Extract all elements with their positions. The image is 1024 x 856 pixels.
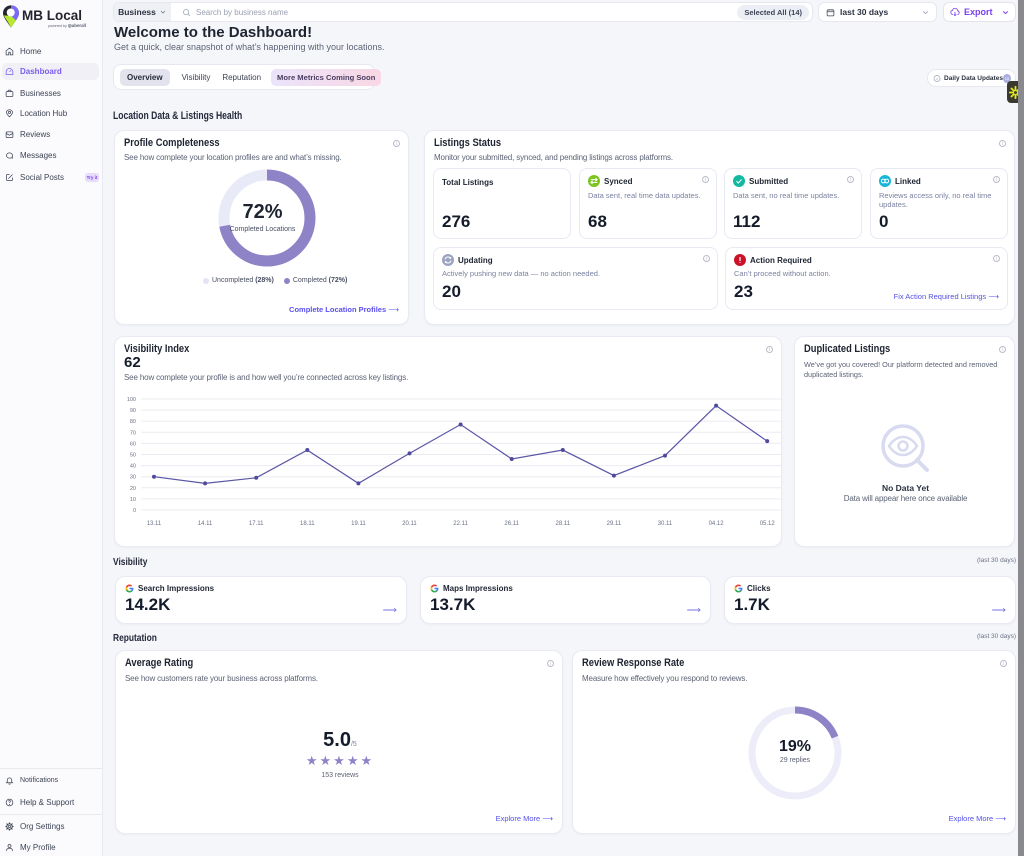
svg-text:100: 100 [127,397,136,403]
svg-text:50: 50 [130,453,136,459]
svg-text:19.11: 19.11 [351,521,366,527]
svg-text:70: 70 [130,430,136,436]
svg-text:14.11: 14.11 [198,521,213,527]
svg-text:20.11: 20.11 [402,521,417,527]
svg-text:80: 80 [130,419,136,425]
svg-text:17.11: 17.11 [249,521,264,527]
svg-text:10: 10 [130,497,136,503]
svg-text:04.12: 04.12 [709,521,725,527]
svg-text:60: 60 [130,441,136,447]
svg-text:28.11: 28.11 [556,521,571,527]
svg-text:26.11: 26.11 [504,521,519,527]
svg-text:05.12: 05.12 [760,521,776,527]
svg-text:30.11: 30.11 [658,521,673,527]
svg-text:40: 40 [130,464,136,470]
svg-text:22.11: 22.11 [453,521,468,527]
svg-text:29.11: 29.11 [607,521,622,527]
svg-text:13.11: 13.11 [147,521,162,527]
svg-text:0: 0 [133,508,136,514]
svg-text:90: 90 [130,408,136,414]
svg-text:18.11: 18.11 [300,521,315,527]
svg-text:30: 30 [130,475,136,481]
svg-text:20: 20 [130,486,136,492]
